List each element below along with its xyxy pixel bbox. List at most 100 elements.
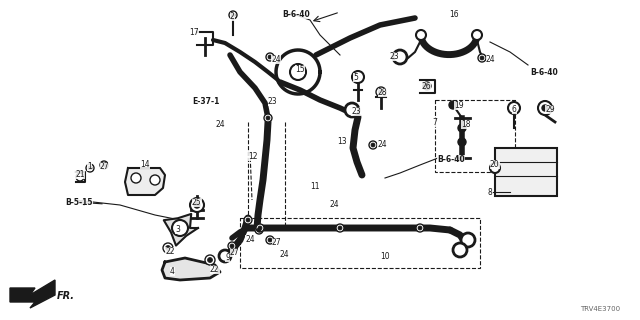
Bar xyxy=(435,100,515,172)
Circle shape xyxy=(219,250,231,262)
Text: 23: 23 xyxy=(390,52,399,61)
Circle shape xyxy=(472,30,482,40)
Circle shape xyxy=(231,13,235,17)
Polygon shape xyxy=(125,168,165,195)
Text: 19: 19 xyxy=(454,101,463,110)
Text: 3: 3 xyxy=(175,225,180,234)
Text: 29: 29 xyxy=(545,105,555,114)
Circle shape xyxy=(194,202,200,208)
Text: 18: 18 xyxy=(461,120,470,129)
Circle shape xyxy=(255,226,263,234)
Bar xyxy=(240,218,480,268)
Text: FR.: FR. xyxy=(57,291,75,301)
Circle shape xyxy=(418,226,422,230)
Text: 12: 12 xyxy=(248,152,257,161)
Circle shape xyxy=(229,11,237,19)
Circle shape xyxy=(150,175,160,185)
Text: 24: 24 xyxy=(280,250,290,259)
Circle shape xyxy=(378,90,383,94)
Circle shape xyxy=(88,166,92,170)
Circle shape xyxy=(268,238,272,242)
Circle shape xyxy=(76,173,84,181)
Text: 27: 27 xyxy=(100,162,109,171)
Text: 24: 24 xyxy=(271,55,280,64)
Circle shape xyxy=(266,236,274,244)
Text: 28: 28 xyxy=(378,88,387,97)
Circle shape xyxy=(230,244,234,248)
Text: 8: 8 xyxy=(488,188,493,197)
Circle shape xyxy=(268,55,272,59)
Text: B-5-15: B-5-15 xyxy=(65,198,93,207)
Polygon shape xyxy=(164,214,198,245)
Text: 22: 22 xyxy=(210,265,220,274)
Text: 26: 26 xyxy=(421,82,431,91)
Circle shape xyxy=(163,243,173,253)
Text: 24: 24 xyxy=(377,140,387,149)
Circle shape xyxy=(490,163,500,173)
Circle shape xyxy=(369,141,377,149)
Text: 13: 13 xyxy=(337,137,347,146)
Circle shape xyxy=(376,87,386,97)
Text: 25: 25 xyxy=(192,198,202,207)
Circle shape xyxy=(256,224,264,232)
Circle shape xyxy=(172,220,188,236)
Circle shape xyxy=(257,228,261,232)
Circle shape xyxy=(416,30,426,40)
Circle shape xyxy=(393,50,407,64)
Circle shape xyxy=(458,124,466,132)
Circle shape xyxy=(86,164,94,172)
Polygon shape xyxy=(162,258,220,280)
Circle shape xyxy=(264,114,272,122)
Circle shape xyxy=(290,64,306,80)
Circle shape xyxy=(352,71,364,83)
Text: 6: 6 xyxy=(512,105,517,114)
Circle shape xyxy=(416,224,424,232)
Circle shape xyxy=(542,105,548,111)
Text: 16: 16 xyxy=(449,10,459,19)
Text: 1: 1 xyxy=(87,162,92,171)
Text: E-37-1: E-37-1 xyxy=(192,97,220,106)
Circle shape xyxy=(478,54,486,62)
Text: 14: 14 xyxy=(140,160,150,169)
Circle shape xyxy=(131,173,141,183)
Text: 9: 9 xyxy=(225,253,230,262)
Text: 23: 23 xyxy=(268,97,278,106)
Circle shape xyxy=(266,116,270,120)
Text: 23: 23 xyxy=(351,107,360,116)
Circle shape xyxy=(423,82,431,90)
Text: 20: 20 xyxy=(490,160,500,169)
Text: 24: 24 xyxy=(330,200,340,209)
Text: 22: 22 xyxy=(165,247,175,256)
Circle shape xyxy=(207,258,212,262)
Circle shape xyxy=(102,163,106,167)
Text: 2: 2 xyxy=(230,12,235,21)
Text: 24: 24 xyxy=(245,235,255,244)
Circle shape xyxy=(228,242,236,250)
Circle shape xyxy=(538,101,552,115)
Text: 24: 24 xyxy=(486,55,495,64)
Circle shape xyxy=(336,224,344,232)
Circle shape xyxy=(166,245,170,251)
Text: 27: 27 xyxy=(230,248,239,257)
Circle shape xyxy=(246,218,250,222)
Polygon shape xyxy=(10,280,55,308)
Text: 11: 11 xyxy=(310,182,319,191)
Circle shape xyxy=(480,56,484,60)
Text: 7: 7 xyxy=(432,118,437,127)
Circle shape xyxy=(266,53,274,61)
Text: 17: 17 xyxy=(189,28,198,37)
Circle shape xyxy=(458,138,466,146)
Text: 21: 21 xyxy=(75,170,84,179)
Circle shape xyxy=(100,161,108,169)
Circle shape xyxy=(338,226,342,230)
Circle shape xyxy=(190,198,204,212)
Circle shape xyxy=(449,101,457,109)
Text: 15: 15 xyxy=(295,65,305,74)
Text: B-6-40: B-6-40 xyxy=(282,10,310,19)
Circle shape xyxy=(345,103,359,117)
Circle shape xyxy=(453,243,467,257)
Circle shape xyxy=(205,255,215,265)
Text: 24: 24 xyxy=(215,120,225,129)
Circle shape xyxy=(244,216,252,224)
Text: B-6-40: B-6-40 xyxy=(530,68,557,77)
